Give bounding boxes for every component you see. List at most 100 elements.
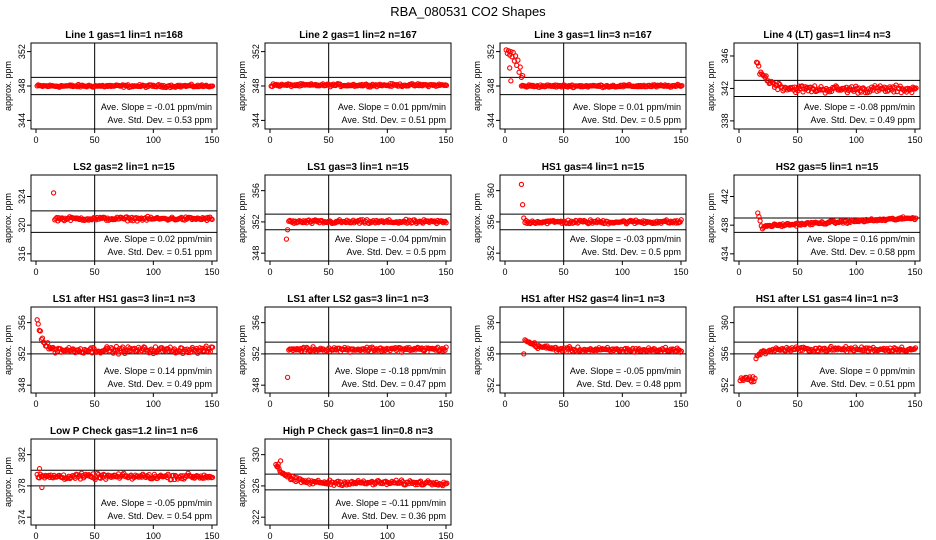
x-tick-label: 50 xyxy=(559,135,569,145)
data-point xyxy=(854,85,860,91)
data-point xyxy=(595,82,602,89)
data-point xyxy=(333,81,340,88)
slope-annotation: Ave. Slope = -0.05 ppm/min xyxy=(101,498,212,508)
y-axis-label: approx. ppm xyxy=(237,61,247,111)
x-tick-label: 100 xyxy=(380,267,395,277)
y-tick-label: 348 xyxy=(486,78,496,93)
data-point xyxy=(92,476,98,483)
x-tick-label: 0 xyxy=(267,531,272,540)
slope-annotation: Ave. Slope = 0.01 ppm/min xyxy=(338,102,446,112)
y-tick-label: 344 xyxy=(251,113,261,128)
std-dev-annotation: Ave. Std. Dev. = 0.49 ppm xyxy=(108,379,212,389)
y-tick-label: 442 xyxy=(720,189,730,204)
data-point xyxy=(812,83,818,89)
y-tick-label: 348 xyxy=(251,246,261,261)
data-point xyxy=(88,345,94,351)
panel-title: Line 1 gas=1 lin=1 n=168 xyxy=(65,30,183,41)
x-tick-label: 150 xyxy=(907,135,922,145)
x-tick-label: 0 xyxy=(33,399,38,409)
std-dev-annotation: Ave. Std. Dev. = 0.48 ppm xyxy=(577,379,681,389)
data-series xyxy=(503,47,685,91)
y-tick-label: 348 xyxy=(17,378,27,393)
data-point xyxy=(508,78,514,84)
data-series xyxy=(34,317,216,357)
slope-annotation: Ave. Slope = 0.16 ppm/min xyxy=(807,234,915,244)
data-series xyxy=(273,458,450,489)
data-point xyxy=(519,202,526,208)
y-tick-label: 352 xyxy=(251,44,261,59)
data-point xyxy=(650,220,656,227)
data-point xyxy=(789,84,796,91)
plot-frame xyxy=(30,438,218,526)
y-tick-label: 374 xyxy=(17,510,27,525)
data-point xyxy=(749,379,755,385)
y-tick-label: 352 xyxy=(17,346,27,361)
data-series xyxy=(34,81,216,91)
y-axis-label: approx. ppm xyxy=(706,193,716,243)
data-point xyxy=(913,85,919,91)
data-point xyxy=(443,82,450,88)
data-point xyxy=(187,349,193,355)
y-tick-label: 348 xyxy=(251,78,261,93)
y-tick-label: 348 xyxy=(17,78,27,93)
x-tick-label: 100 xyxy=(615,399,630,409)
x-tick-label: 150 xyxy=(438,399,453,409)
data-point xyxy=(50,190,57,196)
y-tick-label: 352 xyxy=(17,44,27,59)
x-tick-label: 150 xyxy=(204,135,219,145)
plot-frame xyxy=(30,174,218,262)
data-point xyxy=(752,375,758,381)
panel-10: LS1 after LS2 gas=3 lin=1 n=3 0 50 100 150 34… xyxy=(237,294,454,409)
panel-9: LS1 after HS1 gas=3 lin=1 n=3 0 50 100 150 34… xyxy=(3,294,220,409)
x-tick-label: 100 xyxy=(849,267,864,277)
data-point xyxy=(797,347,804,353)
data-point xyxy=(678,348,684,354)
x-tick-label: 150 xyxy=(673,135,688,145)
y-tick-label: 378 xyxy=(17,478,27,493)
slope-annotation: Ave. Slope = 0.01 ppm/min xyxy=(573,102,681,112)
x-tick-label: 0 xyxy=(267,267,272,277)
data-point xyxy=(518,181,525,188)
data-point xyxy=(35,321,41,327)
x-tick-label: 0 xyxy=(502,135,507,145)
std-dev-annotation: Ave. Std. Dev. = 0.5 ppm xyxy=(582,115,681,125)
data-series xyxy=(753,59,919,96)
std-dev-annotation: Ave. Std. Dev. = 0.53 ppm xyxy=(108,115,212,125)
y-tick-label: 326 xyxy=(251,478,261,493)
y-axis-label: approx. ppm xyxy=(706,61,716,111)
data-point xyxy=(913,215,919,221)
y-axis-label: approx. ppm xyxy=(472,325,482,375)
data-point xyxy=(757,218,763,224)
data-point xyxy=(115,351,122,357)
y-tick-label: 342 xyxy=(720,81,730,96)
data-point xyxy=(444,480,450,486)
x-tick-label: 100 xyxy=(849,135,864,145)
x-tick-label: 150 xyxy=(204,531,219,540)
panel-title: LS1 after LS2 gas=3 lin=1 n=3 xyxy=(287,294,429,305)
y-tick-label: 356 xyxy=(486,214,496,229)
data-point xyxy=(519,73,526,79)
x-tick-label: 0 xyxy=(736,135,741,145)
panel-8: HS2 gas=5 lin=1 n=15 0 50 100 150 434 438 442 ap… xyxy=(706,162,923,277)
x-tick-label: 150 xyxy=(204,399,219,409)
x-tick-label: 150 xyxy=(438,531,453,540)
data-series xyxy=(737,343,919,385)
x-tick-label: 100 xyxy=(380,135,395,145)
data-point xyxy=(203,343,209,349)
x-tick-label: 0 xyxy=(33,531,38,540)
x-tick-label: 50 xyxy=(90,531,100,540)
data-point xyxy=(833,83,839,89)
panel-title: HS2 gas=5 lin=1 n=15 xyxy=(776,162,879,173)
x-tick-label: 50 xyxy=(324,135,334,145)
slope-annotation: Ave. Slope = 0.14 ppm/min xyxy=(104,366,212,376)
y-tick-label: 356 xyxy=(17,315,27,330)
std-dev-annotation: Ave. Std. Dev. = 0.36 ppm xyxy=(342,511,446,521)
y-tick-label: 320 xyxy=(17,218,27,233)
x-tick-label: 0 xyxy=(267,135,272,145)
panel-title: Low P Check gas=1.2 lin=1 n=6 xyxy=(50,426,198,437)
y-axis-label: approx. ppm xyxy=(237,325,247,375)
data-point xyxy=(668,346,674,352)
data-point xyxy=(515,57,521,63)
y-tick-label: 352 xyxy=(486,246,496,261)
y-axis-label: approx. ppm xyxy=(237,193,247,243)
